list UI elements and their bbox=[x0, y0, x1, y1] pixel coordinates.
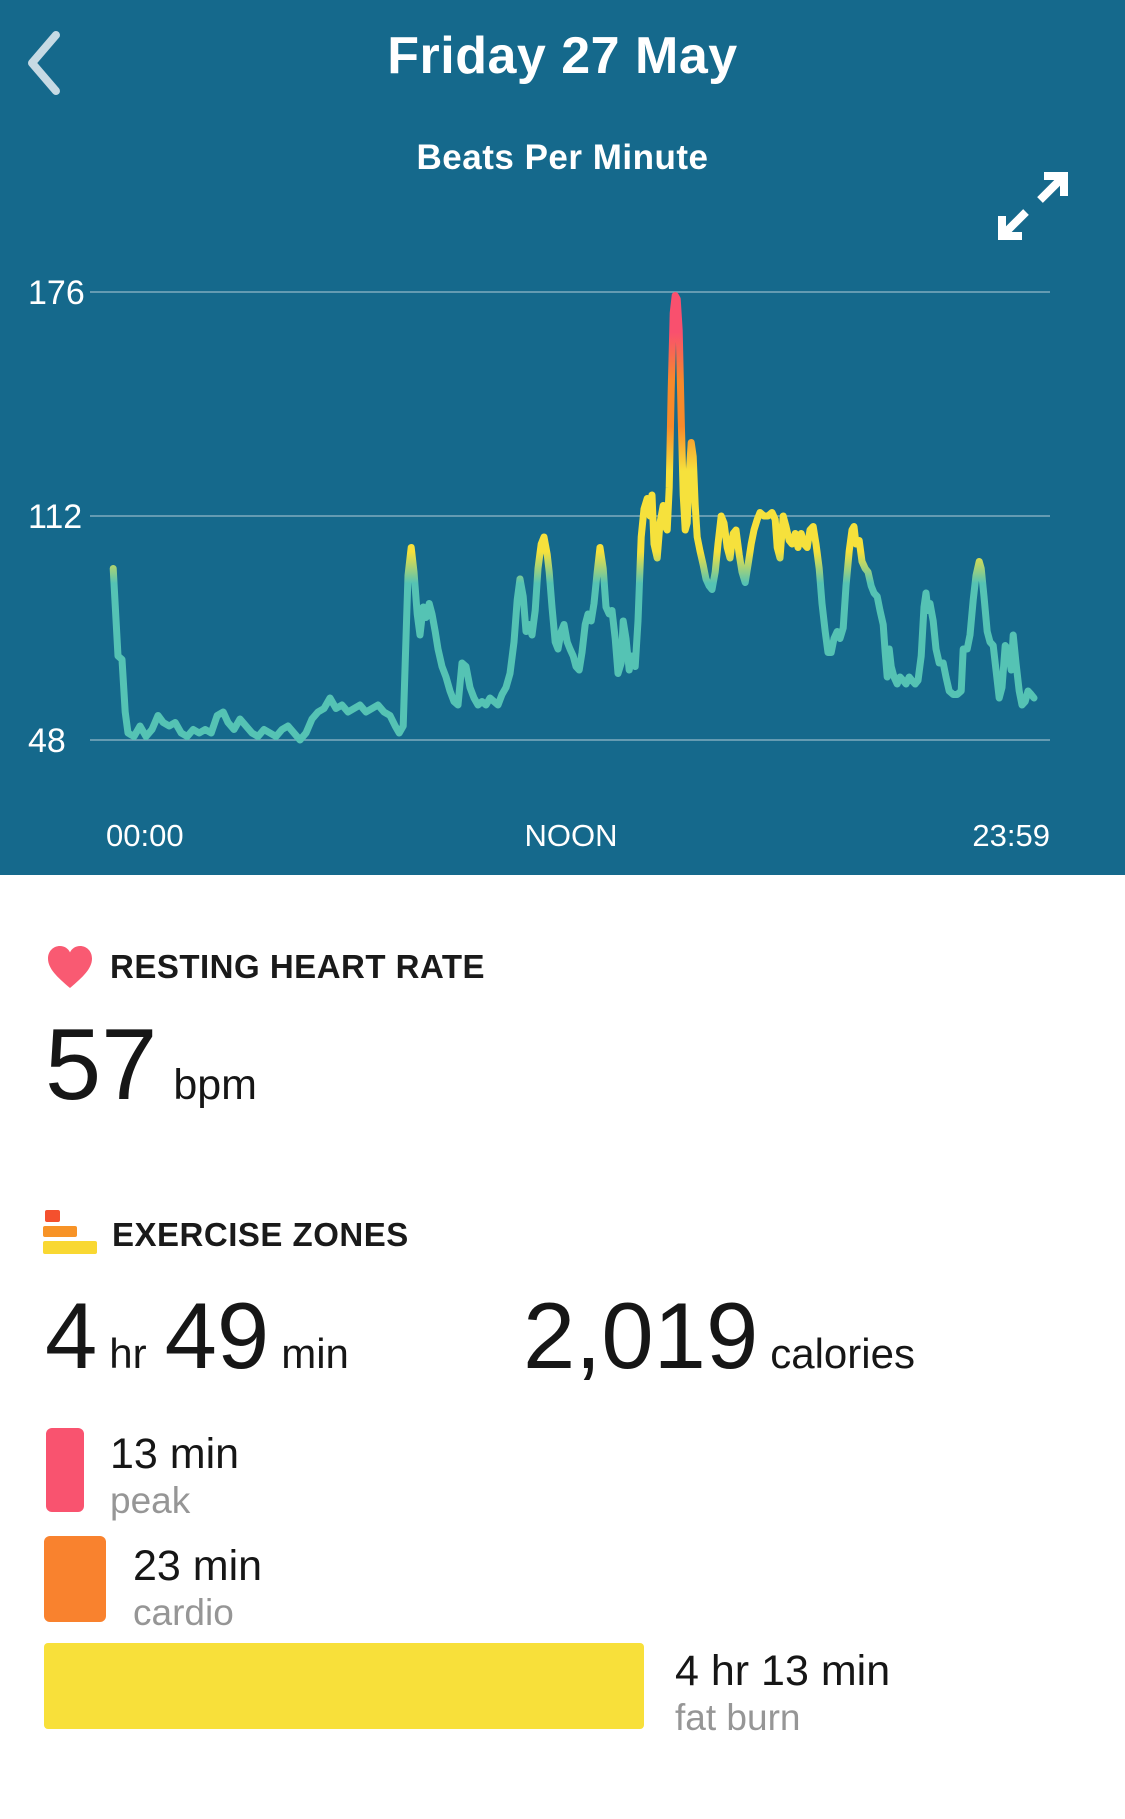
chart-title: Beats Per Minute bbox=[416, 138, 709, 177]
fat-burn-zone-bar bbox=[44, 1643, 644, 1729]
x-axis-labels: 00:00 NOON 23:59 bbox=[90, 818, 1052, 858]
resting-heart-rate-value: 57 bpm bbox=[45, 1009, 257, 1121]
cardio-zone-duration: 23 min bbox=[133, 1542, 263, 1590]
duration-hours: 4 bbox=[45, 1283, 98, 1388]
gridlines-and-yticks: 176 112 48 bbox=[28, 274, 1050, 760]
chevron-left-icon bbox=[28, 31, 60, 95]
duration-hours-unit: hr bbox=[109, 1330, 147, 1377]
fat-burn-zone-name: fat burn bbox=[675, 1697, 801, 1739]
svg-text:48: 48 bbox=[28, 722, 66, 760]
chart-panel: Friday 27 May Beats Per Minute 176 112 48 … bbox=[0, 0, 1125, 875]
heart-rate-chart[interactable]: 176 112 48 bbox=[0, 0, 1125, 875]
cardio-zone-bar bbox=[44, 1536, 106, 1622]
resting-heart-rate-label: RESTING HEART RATE bbox=[110, 948, 486, 985]
x-tick-2359: 23:59 bbox=[972, 818, 1050, 853]
peak-zone-bar bbox=[46, 1428, 84, 1512]
resting-heart-rate-header: RESTING HEART RATE bbox=[45, 944, 485, 990]
back-button[interactable] bbox=[16, 26, 74, 100]
svg-text:176: 176 bbox=[28, 274, 85, 312]
svg-text:112: 112 bbox=[28, 498, 82, 536]
duration-minutes-unit: min bbox=[281, 1330, 349, 1377]
zones-bars-icon bbox=[43, 1210, 97, 1254]
fat-burn-zone-duration: 4 hr 13 min bbox=[675, 1647, 891, 1695]
zones-total-calories: 2,019 calories bbox=[523, 1283, 933, 1388]
page-title: Friday 27 May bbox=[387, 27, 738, 85]
exercise-zones-stats: 4 hr 49 min 2,019 calories bbox=[45, 1284, 1080, 1394]
heart-rate-line bbox=[109, 292, 1038, 744]
peak-zone-duration: 13 min bbox=[110, 1430, 240, 1478]
zone-row-cardio: 23 min cardio bbox=[44, 1536, 262, 1636]
zone-row-fat-burn: 4 hr 13 min fat burn bbox=[44, 1643, 890, 1741]
exercise-zones-header: EXERCISE ZONES bbox=[43, 1210, 409, 1254]
peak-zone-name: peak bbox=[110, 1480, 191, 1522]
x-tick-0000: 00:00 bbox=[106, 818, 184, 853]
exercise-zones-label: EXERCISE ZONES bbox=[112, 1216, 409, 1253]
expand-chart-button[interactable] bbox=[996, 166, 1070, 244]
rhr-unit: bpm bbox=[173, 1061, 257, 1109]
calories-number: 2,019 bbox=[523, 1283, 759, 1388]
zone-row-peak: 13 min peak bbox=[46, 1428, 239, 1524]
calories-unit: calories bbox=[770, 1330, 915, 1377]
heart-icon bbox=[48, 946, 92, 988]
expand-arrows-icon bbox=[998, 172, 1068, 240]
zones-total-duration: 4 hr 49 min bbox=[45, 1283, 367, 1388]
x-tick-noon: NOON bbox=[524, 818, 618, 853]
duration-minutes: 49 bbox=[164, 1283, 270, 1388]
cardio-zone-name: cardio bbox=[133, 1592, 234, 1634]
rhr-number: 57 bbox=[45, 1009, 158, 1121]
